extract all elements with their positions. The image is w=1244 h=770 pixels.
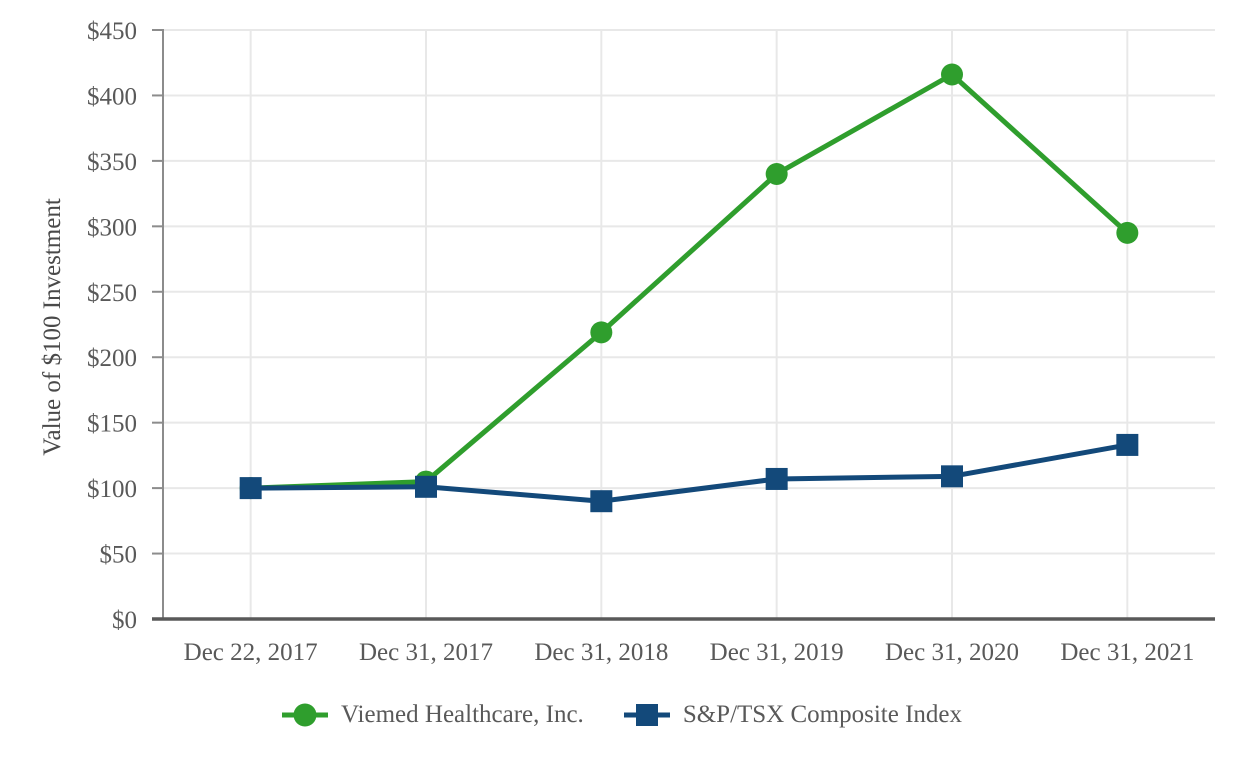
data-point-circle [765,162,788,185]
legend-item-sp-tsx: S&P/TSX Composite Index [623,701,962,729]
y-tick-label: $0 [112,607,137,634]
y-tick-label: $300 [87,214,137,241]
y-tick-label: $450 [87,18,137,45]
x-tick-label: Dec 22, 2017 [184,639,318,666]
y-tick-label: $50 [100,542,138,569]
y-tick-label: $250 [87,280,137,307]
data-point-circle [1116,221,1139,244]
y-tick-label: $100 [87,476,137,503]
data-point-square [415,475,437,498]
legend-label-sp-tsx: S&P/TSX Composite Index [682,701,962,728]
y-tick-label: $150 [87,411,137,438]
data-point-square [1116,433,1139,456]
y-tick-label: $350 [87,149,137,176]
legend-marker-svg [282,703,328,727]
legend: Viemed Healthcare, Inc. S&P/TSX Composit… [0,701,1244,729]
data-point-square [590,490,613,513]
data-point-circle [590,321,613,344]
legend-square-icon [635,704,658,726]
y-tick-label: $400 [87,83,137,110]
data-point-square [941,465,963,488]
legend-marker-svg [623,704,670,726]
legend-label-viemed: Viemed Healthcare, Inc. [341,701,584,728]
x-tick-label: Dec 31, 2021 [1060,639,1194,666]
data-series [239,63,1139,513]
x-tick-label: Dec 31, 2019 [710,639,844,666]
x-tick-label: Dec 31, 2017 [359,639,493,666]
x-tick-label: Dec 31, 2018 [534,639,668,666]
gridlines [163,29,1215,619]
axis-tick-labels: $0 $50 $100 $150 $200 $250 $300 $350 $400 $450 Dec… [87,18,1194,666]
legend-circle-marker-icon [282,701,328,729]
axes [152,29,1215,621]
y-tick-label: $200 [87,345,137,372]
series-line-0 [248,72,1130,491]
y-axis-title: Value of $100 Investment [39,198,66,456]
x-tick-label: Dec 31, 2020 [885,639,1019,666]
data-point-square [765,467,788,490]
legend-square-marker-icon [623,701,670,729]
legend-item-viemed: Viemed Healthcare, Inc. [282,701,584,729]
data-point-circle [941,63,963,86]
series-line-1 [248,442,1130,504]
legend-circle-icon [293,703,317,727]
data-point-square [239,477,262,500]
